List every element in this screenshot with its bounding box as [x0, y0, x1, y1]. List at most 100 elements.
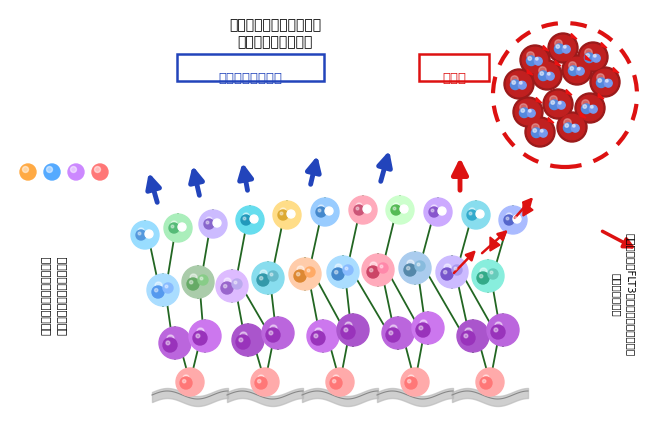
Circle shape: [297, 266, 304, 273]
Circle shape: [386, 328, 400, 342]
Circle shape: [420, 320, 427, 327]
Circle shape: [573, 124, 575, 127]
Circle shape: [564, 123, 573, 132]
Polygon shape: [585, 55, 591, 61]
Circle shape: [487, 314, 519, 346]
Circle shape: [182, 266, 214, 298]
Circle shape: [405, 377, 417, 389]
Circle shape: [551, 101, 554, 104]
Circle shape: [314, 334, 318, 338]
Circle shape: [311, 198, 339, 226]
Circle shape: [47, 166, 53, 172]
Circle shape: [605, 80, 608, 82]
Circle shape: [401, 368, 429, 396]
Circle shape: [180, 377, 192, 389]
Circle shape: [171, 221, 177, 227]
Circle shape: [400, 205, 408, 213]
Circle shape: [586, 54, 590, 57]
Circle shape: [333, 380, 336, 383]
Circle shape: [365, 207, 367, 209]
Circle shape: [469, 208, 475, 214]
Circle shape: [369, 268, 373, 272]
Circle shape: [519, 81, 522, 84]
Circle shape: [562, 55, 592, 85]
FancyBboxPatch shape: [419, 54, 489, 81]
Circle shape: [547, 72, 554, 80]
Circle shape: [590, 67, 620, 97]
Circle shape: [582, 100, 590, 107]
Circle shape: [311, 331, 325, 345]
Circle shape: [577, 68, 580, 70]
Circle shape: [232, 279, 242, 289]
Circle shape: [597, 74, 604, 81]
Circle shape: [598, 79, 601, 82]
Circle shape: [318, 209, 321, 212]
Circle shape: [408, 375, 414, 381]
Circle shape: [305, 267, 315, 277]
Circle shape: [332, 268, 344, 280]
Circle shape: [540, 129, 543, 132]
Circle shape: [163, 283, 173, 293]
Circle shape: [193, 331, 207, 345]
Circle shape: [533, 129, 536, 132]
Circle shape: [495, 322, 502, 329]
Circle shape: [417, 263, 420, 266]
Circle shape: [558, 101, 561, 104]
Circle shape: [592, 69, 617, 95]
Circle shape: [520, 104, 527, 111]
Circle shape: [262, 317, 294, 349]
Circle shape: [315, 328, 322, 335]
Circle shape: [416, 323, 430, 337]
Polygon shape: [543, 46, 549, 51]
Polygon shape: [598, 93, 604, 99]
Circle shape: [569, 62, 577, 69]
Circle shape: [402, 207, 404, 209]
Circle shape: [527, 109, 535, 117]
Circle shape: [257, 274, 269, 286]
Circle shape: [478, 212, 480, 214]
Circle shape: [183, 380, 186, 383]
Circle shape: [171, 225, 174, 228]
Circle shape: [512, 81, 515, 84]
Circle shape: [327, 256, 359, 288]
Circle shape: [164, 214, 192, 242]
Circle shape: [176, 368, 204, 396]
Circle shape: [224, 285, 227, 288]
Text: 正常な血液と免疫: 正常な血液と免疫: [218, 72, 282, 85]
Circle shape: [558, 101, 566, 109]
Circle shape: [526, 56, 536, 65]
Circle shape: [477, 272, 489, 284]
Polygon shape: [490, 237, 500, 251]
Circle shape: [273, 201, 301, 229]
Circle shape: [199, 210, 227, 238]
Circle shape: [562, 45, 570, 53]
Circle shape: [515, 99, 541, 125]
Circle shape: [183, 375, 189, 381]
Circle shape: [527, 119, 552, 145]
Circle shape: [391, 205, 401, 215]
Circle shape: [399, 252, 431, 284]
Circle shape: [294, 270, 306, 282]
Circle shape: [519, 108, 529, 117]
Circle shape: [250, 215, 258, 223]
Circle shape: [343, 265, 353, 275]
Circle shape: [593, 55, 596, 57]
Circle shape: [461, 331, 475, 345]
Circle shape: [467, 210, 477, 220]
Circle shape: [412, 312, 444, 344]
Circle shape: [94, 166, 101, 172]
Circle shape: [488, 269, 498, 279]
Circle shape: [443, 270, 447, 274]
Circle shape: [550, 96, 557, 103]
Circle shape: [389, 331, 393, 335]
Circle shape: [370, 262, 377, 269]
Circle shape: [257, 380, 261, 383]
Circle shape: [578, 42, 608, 72]
Circle shape: [393, 207, 396, 210]
Text: 白血病になる。: 白血病になる。: [611, 273, 621, 317]
Circle shape: [585, 49, 592, 56]
Circle shape: [406, 267, 410, 270]
Circle shape: [251, 368, 279, 396]
Circle shape: [380, 265, 383, 268]
Circle shape: [178, 223, 186, 231]
